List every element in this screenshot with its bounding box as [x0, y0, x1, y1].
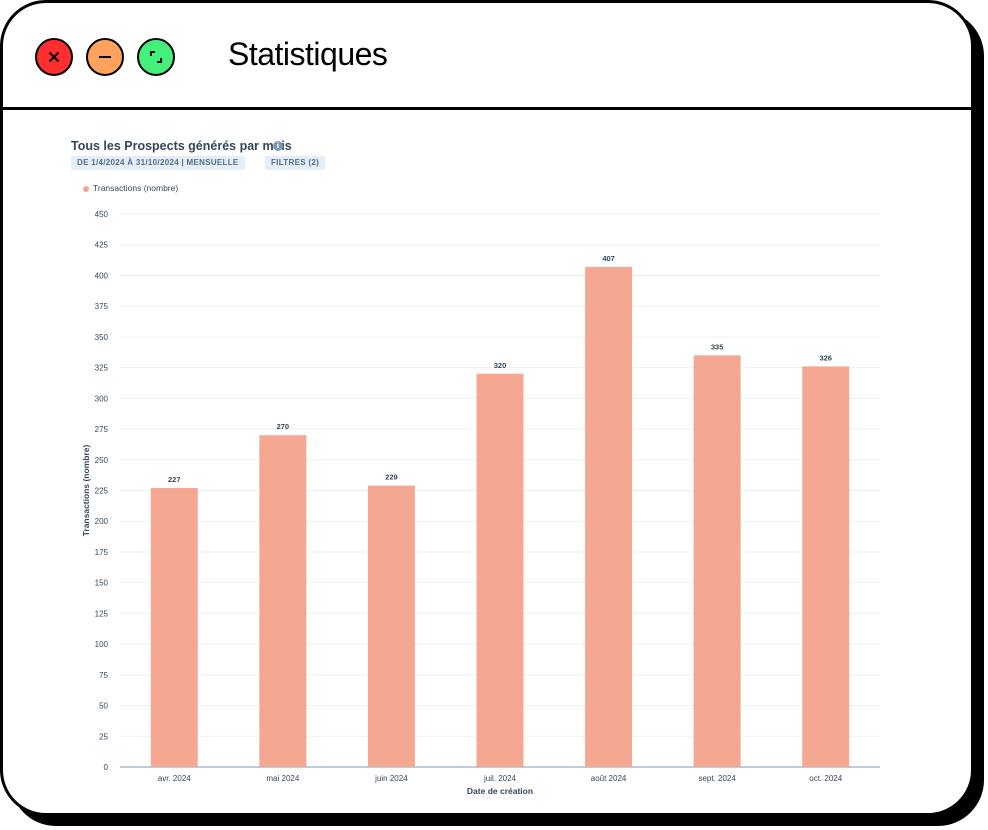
bar[interactable]: [259, 435, 307, 767]
y-tick-label: 125: [95, 609, 109, 618]
x-tick-label: mai 2024: [266, 774, 299, 783]
y-axis-title: Transactions (nombre): [81, 445, 91, 537]
data-label: 326: [819, 353, 832, 362]
data-label: 407: [602, 254, 615, 263]
data-label: 270: [277, 422, 290, 431]
close-icon: [48, 51, 60, 63]
y-tick-label: 400: [95, 271, 109, 280]
bar[interactable]: [802, 366, 850, 767]
y-tick-label: 425: [95, 241, 109, 250]
bar[interactable]: [150, 488, 198, 767]
minimize-icon: [99, 56, 111, 58]
data-label: 227: [168, 475, 181, 484]
legend-label[interactable]: Transactions (nombre): [93, 183, 179, 193]
y-tick-label: 0: [104, 763, 109, 772]
data-label: 320: [494, 361, 507, 370]
x-tick-label: août 2024: [591, 774, 627, 783]
filters-chip[interactable]: FILTRES (2): [265, 156, 326, 170]
title-bar: Statistiques: [3, 3, 971, 110]
y-tick-label: 25: [99, 732, 108, 741]
x-tick-label: avr. 2024: [158, 774, 191, 783]
y-tick-label: 375: [95, 302, 109, 311]
info-icon[interactable]: i: [273, 141, 283, 151]
y-tick-label: 150: [95, 579, 109, 588]
bar[interactable]: [693, 355, 741, 767]
y-tick-label: 325: [95, 364, 109, 373]
close-button[interactable]: [35, 38, 74, 77]
x-tick-label: juin 2024: [374, 774, 408, 783]
y-tick-label: 300: [95, 394, 109, 403]
y-tick-label: 250: [95, 456, 109, 465]
y-tick-label: 50: [99, 702, 108, 711]
y-tick-label: 200: [95, 517, 109, 526]
bar-chart: 0 25 50 75 100 125 150 175 200 225 250 275 300 325 350…: [81, 210, 880, 796]
x-axis-title: Date de création: [467, 786, 533, 796]
x-tick-label: sept. 2024: [698, 774, 736, 783]
date-range-filter-chip[interactable]: DE 1/4/2024 À 31/10/2024 | MENSUELLE: [71, 156, 245, 170]
bar[interactable]: [476, 373, 524, 767]
maximize-button[interactable]: [137, 38, 176, 77]
y-tick-label: 175: [95, 548, 109, 557]
x-tick-label: juil. 2024: [483, 774, 517, 783]
y-tick-label: 350: [95, 333, 109, 342]
data-label: 335: [711, 342, 724, 351]
report-panel: Tous les Prospects générés par mois i DE…: [3, 110, 971, 813]
data-label: 229: [385, 473, 398, 482]
bar[interactable]: [585, 266, 633, 767]
minimize-button[interactable]: [86, 38, 125, 77]
y-tick-label: 75: [99, 671, 108, 680]
app-window: Statistiques Tous les Prospects générés …: [0, 0, 974, 816]
y-tick-label: 100: [95, 640, 109, 649]
maximize-icon: [150, 51, 162, 63]
report-title: Tous les Prospects générés par mois: [71, 139, 292, 153]
bar[interactable]: [367, 485, 415, 767]
x-tick-label: oct. 2024: [809, 774, 842, 783]
legend-swatch: [83, 186, 89, 192]
window-title: Statistiques: [228, 36, 388, 72]
y-tick-label: 225: [95, 487, 109, 496]
y-tick-label: 450: [95, 210, 109, 219]
y-tick-label: 275: [95, 425, 109, 434]
